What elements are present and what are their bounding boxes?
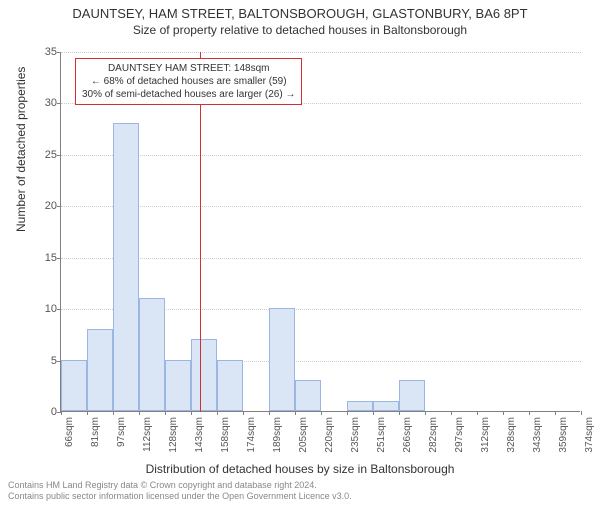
x-tick-mark — [555, 411, 556, 415]
x-tick-mark — [451, 411, 452, 415]
y-tick-label: 30 — [33, 97, 57, 109]
x-tick-mark — [113, 411, 114, 415]
page-subtitle: Size of property relative to detached ho… — [0, 23, 600, 37]
histogram-bar — [373, 401, 399, 411]
x-tick-label: 174sqm — [246, 417, 257, 453]
histogram-bar — [87, 329, 113, 411]
histogram-bar — [113, 123, 139, 411]
x-tick-label: 359sqm — [558, 417, 569, 453]
y-tick-mark — [57, 309, 61, 310]
x-tick-mark — [139, 411, 140, 415]
y-tick-label: 15 — [33, 252, 57, 264]
histogram-bar — [399, 380, 425, 411]
marker-line — [200, 52, 201, 412]
x-tick-mark — [321, 411, 322, 415]
footer-line-2: Contains public sector information licen… — [8, 491, 352, 502]
callout-line-2: ← 68% of detached houses are smaller (59… — [82, 75, 295, 88]
footer-line-1: Contains HM Land Registry data © Crown c… — [8, 480, 352, 491]
x-tick-mark — [477, 411, 478, 415]
histogram-bar — [139, 298, 165, 411]
x-tick-mark — [373, 411, 374, 415]
x-tick-label: 220sqm — [324, 417, 335, 453]
x-tick-label: 343sqm — [532, 417, 543, 453]
x-tick-label: 251sqm — [376, 417, 387, 453]
plot-area: 0510152025303566sqm81sqm97sqm112sqm128sq… — [60, 52, 580, 412]
x-tick-mark — [295, 411, 296, 415]
gridline — [61, 206, 581, 207]
x-tick-label: 189sqm — [272, 417, 283, 453]
x-tick-label: 374sqm — [584, 417, 595, 453]
y-tick-label: 35 — [33, 46, 57, 58]
gridline — [61, 155, 581, 156]
histogram-bar — [295, 380, 321, 411]
x-tick-label: 158sqm — [220, 417, 231, 453]
x-tick-label: 328sqm — [506, 417, 517, 453]
x-tick-label: 112sqm — [142, 417, 153, 452]
y-tick-label: 5 — [33, 355, 57, 367]
histogram-bar — [269, 308, 295, 411]
gridline — [61, 258, 581, 259]
x-tick-label: 266sqm — [402, 417, 413, 453]
y-tick-label: 20 — [33, 200, 57, 212]
x-tick-label: 235sqm — [350, 417, 361, 453]
x-tick-mark — [191, 411, 192, 415]
x-tick-label: 205sqm — [298, 417, 309, 453]
x-tick-label: 297sqm — [454, 417, 465, 453]
x-tick-label: 81sqm — [90, 417, 101, 447]
y-axis-label: Number of detached properties — [14, 67, 28, 232]
page-title: DAUNTSEY, HAM STREET, BALTONSBOROUGH, GL… — [0, 6, 600, 21]
gridline — [61, 52, 581, 53]
x-tick-label: 128sqm — [168, 417, 179, 453]
x-tick-label: 143sqm — [194, 417, 205, 453]
x-tick-label: 312sqm — [480, 417, 491, 453]
histogram-bar — [217, 360, 243, 411]
y-tick-mark — [57, 103, 61, 104]
callout-line-1: DAUNTSEY HAM STREET: 148sqm — [82, 62, 295, 75]
x-tick-mark — [529, 411, 530, 415]
x-tick-mark — [217, 411, 218, 415]
histogram-bar — [61, 360, 87, 411]
histogram-bar — [165, 360, 191, 411]
histogram-chart: 0510152025303566sqm81sqm97sqm112sqm128sq… — [60, 52, 580, 412]
y-tick-label: 10 — [33, 303, 57, 315]
y-tick-mark — [57, 155, 61, 156]
x-tick-mark — [165, 411, 166, 415]
x-tick-mark — [399, 411, 400, 415]
x-tick-label: 282sqm — [428, 417, 439, 453]
x-tick-label: 97sqm — [116, 417, 127, 447]
footer-attribution: Contains HM Land Registry data © Crown c… — [8, 480, 352, 502]
y-tick-label: 0 — [33, 406, 57, 418]
x-tick-mark — [269, 411, 270, 415]
callout-line-3: 30% of semi-detached houses are larger (… — [82, 88, 295, 101]
x-tick-mark — [61, 411, 62, 415]
y-tick-mark — [57, 206, 61, 207]
x-tick-mark — [503, 411, 504, 415]
x-tick-label: 66sqm — [64, 417, 75, 447]
x-tick-mark — [87, 411, 88, 415]
y-tick-mark — [57, 52, 61, 53]
histogram-bar — [347, 401, 373, 411]
x-tick-mark — [243, 411, 244, 415]
y-tick-mark — [57, 258, 61, 259]
x-tick-mark — [347, 411, 348, 415]
x-axis-label: Distribution of detached houses by size … — [0, 462, 600, 476]
x-tick-mark — [581, 411, 582, 415]
histogram-bar — [191, 339, 217, 411]
callout-box: DAUNTSEY HAM STREET: 148sqm← 68% of deta… — [75, 58, 302, 105]
x-tick-mark — [425, 411, 426, 415]
y-tick-label: 25 — [33, 149, 57, 161]
